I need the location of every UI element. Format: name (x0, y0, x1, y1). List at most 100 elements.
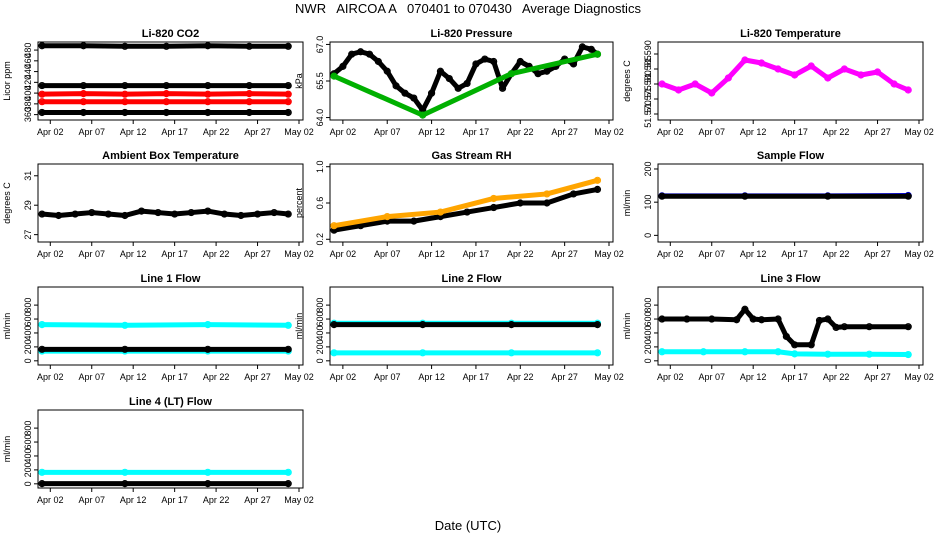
series-box-temperature (38, 207, 292, 220)
x-tick-label: May 02 (284, 372, 314, 382)
y-tick-label: 0.6 (315, 197, 325, 210)
data-point (79, 98, 88, 106)
x-tick-label: Apr 17 (161, 249, 188, 259)
x-tick-label: Apr 27 (551, 127, 578, 137)
data-point (38, 345, 46, 353)
data-point (121, 108, 129, 117)
x-tick-label: Apr 07 (698, 249, 725, 259)
y-tick-label: 65.5 (315, 72, 325, 90)
y-tick-label: 0 (643, 233, 653, 238)
data-point (454, 84, 462, 92)
data-point (507, 349, 516, 357)
x-tick-label: May 02 (284, 127, 314, 137)
y-tick-label: 200 (643, 339, 653, 354)
x-tick-label: Apr 02 (657, 372, 684, 382)
data-point (88, 208, 96, 217)
series-pressure-alt (330, 50, 602, 119)
data-point (791, 71, 799, 79)
data-point (204, 321, 212, 329)
y-tick-label: 31 (23, 171, 33, 181)
y-tick-label: 51.580 (643, 70, 653, 98)
data-point (824, 350, 832, 358)
data-point (815, 316, 824, 325)
x-tick-label: Apr 17 (161, 495, 188, 505)
y-tick-label: 800 (315, 298, 325, 313)
series-high-standard (38, 42, 292, 50)
y-tick-label: 51.590 (643, 40, 653, 68)
data-point (904, 350, 912, 359)
x-tick-label: Apr 07 (374, 127, 401, 137)
data-point (357, 48, 365, 56)
chart-title: Li-820 Pressure (431, 28, 513, 40)
plot-frame (37, 163, 304, 243)
data-point (741, 348, 749, 356)
data-point (774, 65, 782, 73)
data-point (791, 350, 799, 358)
x-axis-caption: Date (UTC) (434, 518, 502, 533)
data-point (162, 98, 170, 106)
y-tick-label: 420 (23, 75, 33, 90)
x-tick-label: Apr 07 (698, 372, 725, 382)
data-point (708, 315, 716, 323)
data-point (204, 207, 212, 215)
x-tick-label: Apr 07 (374, 249, 401, 259)
data-point (463, 208, 471, 216)
chart-panel-2: Li-820 Pressure kPa 64.0 65.5 67.0 Apr 02 Apr … (294, 28, 624, 137)
data-point (490, 194, 498, 203)
x-tick-label: Apr 22 (507, 127, 534, 137)
data-point (543, 190, 551, 198)
data-point (162, 90, 170, 98)
data-point (507, 70, 516, 78)
y-tick-label: 0 (643, 358, 653, 363)
y-tick-label: 800 (643, 298, 653, 313)
y-tick-label: 51.570 (643, 100, 653, 128)
chart-title: Line 1 Flow (141, 273, 201, 285)
data-point (774, 348, 782, 356)
x-tick-label: Apr 12 (120, 372, 147, 382)
chart-title: Line 3 Flow (761, 273, 821, 285)
data-point (121, 211, 129, 220)
data-point (873, 68, 882, 76)
data-point (284, 345, 292, 353)
series-RH-alt (330, 176, 602, 230)
data-point (569, 190, 578, 198)
x-tick-label: May 02 (284, 249, 314, 259)
x-tick-label: May 02 (594, 127, 624, 137)
data-point (38, 98, 46, 106)
data-point (79, 90, 88, 98)
series-line-3 (658, 305, 912, 349)
data-point (38, 480, 46, 488)
chart-title: Sample Flow (757, 150, 825, 162)
x-tick-label: Apr 02 (330, 249, 357, 259)
x-tick-label: Apr 02 (657, 249, 684, 259)
data-point (410, 94, 418, 102)
series-RH (330, 185, 602, 234)
series-trace (39, 208, 291, 219)
data-point (38, 210, 46, 218)
data-point (904, 323, 912, 331)
data-point (824, 74, 832, 82)
data-point (587, 45, 595, 53)
x-tick-label: Apr 02 (657, 127, 684, 137)
data-point (593, 185, 602, 193)
series-line-1-upper (38, 321, 292, 329)
data-point (383, 213, 391, 221)
series-trace (659, 349, 911, 358)
y-tick-label: 0 (23, 481, 33, 486)
data-point (162, 81, 170, 90)
x-tick-label: Apr 17 (781, 372, 808, 382)
series-sample-flow-alt (658, 192, 912, 200)
data-point (253, 210, 262, 218)
data-point (658, 315, 666, 323)
data-point (741, 305, 749, 313)
data-point (330, 222, 338, 230)
series-trace (331, 44, 600, 113)
y-tick-label: 400 (23, 325, 33, 340)
data-point (741, 56, 749, 64)
x-tick-label: Apr 22 (507, 249, 534, 259)
chart-title: Line 2 Flow (442, 273, 502, 285)
y-tick-label: 64.0 (315, 109, 325, 127)
x-tick-label: Apr 02 (37, 249, 64, 259)
data-point (534, 70, 542, 78)
